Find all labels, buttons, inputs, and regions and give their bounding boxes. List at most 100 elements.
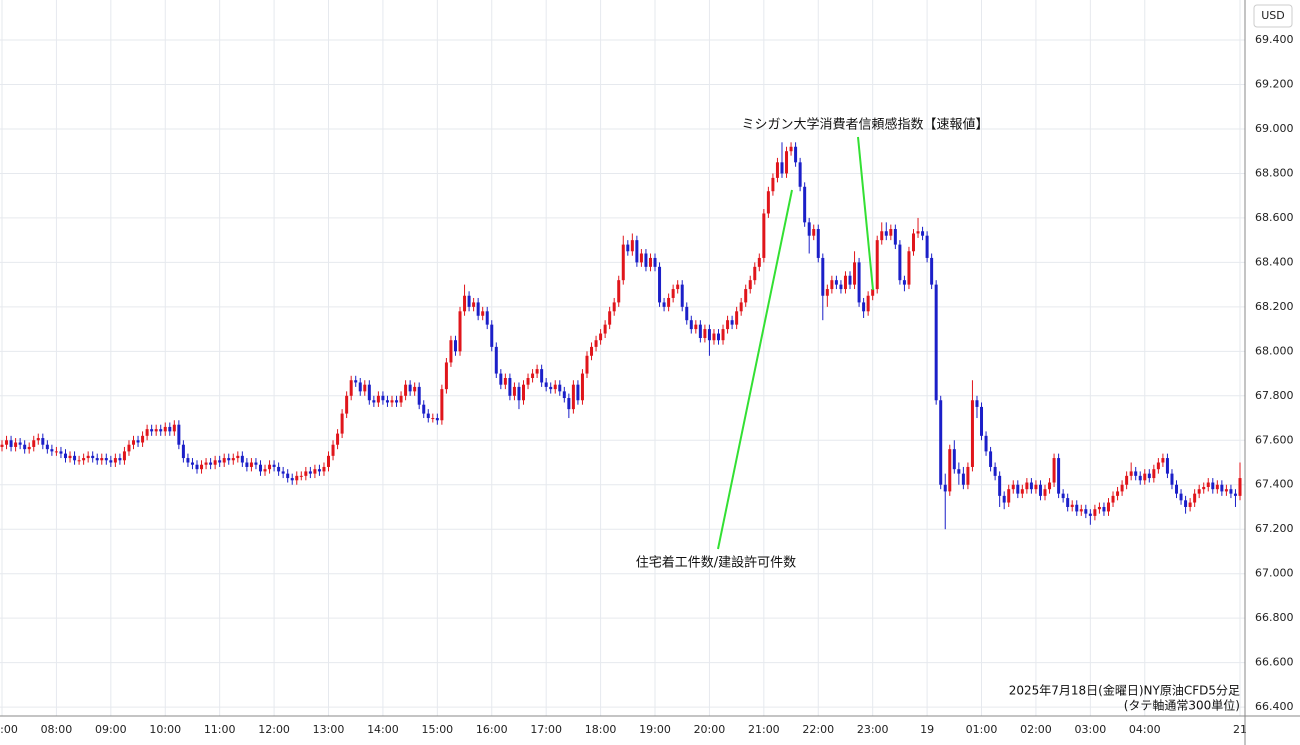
candle-body [735,311,739,325]
candle-body [676,284,680,290]
candle-body [372,400,376,403]
candle-body [258,464,262,472]
y-tick-label: 68.200 [1255,300,1294,313]
candle-body [816,229,820,258]
candle-body [1233,493,1237,496]
candle-body [304,471,308,476]
candle-body [943,484,947,492]
candle-body [222,458,226,463]
y-tick-label: 67.200 [1255,522,1294,535]
candle-body [1102,506,1106,512]
x-tick-label: 21:00 [748,723,780,736]
candle-body [213,460,217,465]
candle-body [875,240,879,290]
candle-body [1238,478,1242,496]
x-tick-label: 12:00 [258,723,290,736]
candle-body [1057,458,1061,494]
candle-body [1097,506,1101,510]
candle-body [698,324,702,338]
candle-body [1129,471,1133,476]
candle-body [839,284,843,290]
candle-body [200,464,204,470]
x-tick-label: 21 [1233,723,1247,736]
footnote: 2025年7月18日(金曜日)NY原油CFD5分足 [1009,683,1240,698]
x-tick-label: 17:00 [530,723,562,736]
candle-body [621,244,625,281]
candle-body [1034,484,1038,490]
candle-body [862,302,866,312]
candle-body [277,466,281,472]
candle-body [1224,489,1228,492]
candle-body [177,424,181,445]
candle-body [975,400,979,407]
candle-body [159,429,163,432]
candle-body [82,458,86,461]
y-tick-label: 69.000 [1255,122,1294,135]
candle-body [1120,484,1124,492]
candle-body [1007,489,1011,503]
candle-body [921,231,925,236]
candle-body [780,162,784,174]
candle-body [254,462,258,465]
candle-body [522,384,526,401]
candle-body [517,386,521,401]
candle-body [535,369,539,374]
candle-body [889,229,893,236]
candle-body [853,262,857,285]
candle-body [345,395,349,414]
candle-body [77,460,81,462]
candle-body [1193,493,1197,503]
candle-body [1088,513,1092,516]
x-tick-label: 07:00 [0,723,18,736]
x-tick-label: 13:00 [313,723,345,736]
y-tick-label: 68.600 [1255,211,1294,224]
x-tick-label: 22:00 [802,723,834,736]
candle-body [694,324,698,330]
candle-body [404,384,408,396]
candle-body [195,464,199,470]
candle-body [1197,489,1201,494]
candle-body [766,191,770,214]
candle-body [299,475,303,477]
candle-body [54,451,58,453]
candle-body [730,320,734,325]
candle-body [798,162,802,187]
candle-body [417,386,421,405]
currency-box [1253,4,1293,28]
candle-body [603,324,607,334]
candle-body [639,253,643,263]
candle-body [186,458,190,463]
candle-body [726,320,730,330]
candle-body [453,340,457,352]
candle-body [658,266,662,303]
candle-body [1179,493,1183,501]
candle-body [1084,509,1088,514]
candle-body [136,440,140,443]
candle-body [807,222,811,236]
candle-body [268,464,272,470]
candle-body [1188,502,1192,507]
candle-body [948,449,952,492]
candle-body [413,386,417,392]
candle-body [848,275,852,285]
candle-body [1147,473,1151,479]
candle-body [218,460,222,463]
x-tick-label: 10:00 [149,723,181,736]
x-tick-label: 04:00 [1129,723,1161,736]
candle-body [209,462,213,465]
candle-body [1106,502,1110,512]
candle-body [190,462,194,465]
candle-body [590,346,594,356]
candle-body [916,231,920,234]
candle-body [834,280,838,285]
candle-body [385,400,389,403]
candle-body [18,442,22,445]
candle-body [1111,495,1115,503]
candle-body [531,373,535,379]
candle-body [354,380,358,383]
x-tick-label: 03:00 [1075,723,1107,736]
candle-body [322,466,326,472]
candle-body [785,151,789,174]
candle-body [1048,482,1052,490]
candle-body [1165,458,1169,474]
